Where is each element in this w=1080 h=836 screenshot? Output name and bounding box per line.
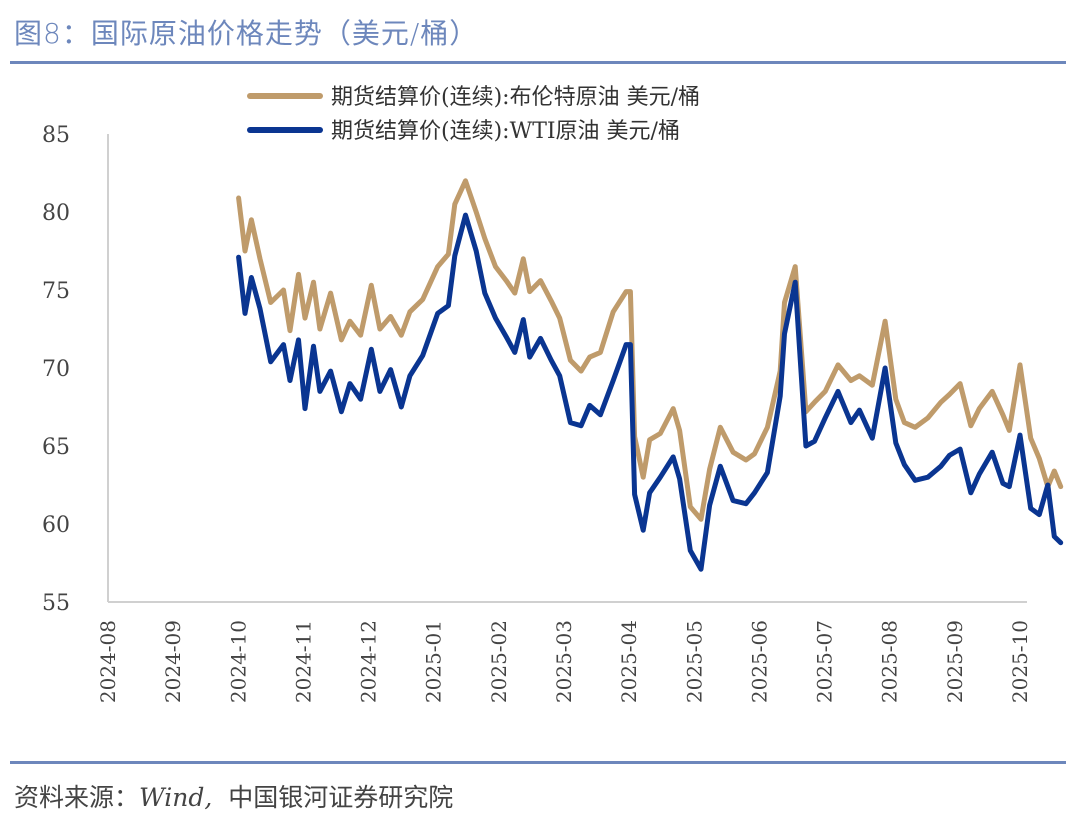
legend: 期货结算价(连续):布伦特原油 美元/桶 期货结算价(连续):WTI原油 美元/… <box>247 85 700 144</box>
footer-divider <box>10 761 1066 764</box>
y-tick-label: 65 <box>42 435 70 460</box>
x-tick-label: 2024-12 <box>357 620 381 703</box>
source-wind: Wind, <box>139 783 213 812</box>
y-axis-ticks: 55 60 65 70 75 80 85 <box>42 123 70 616</box>
legend-label-brent: 期货结算价(连续):布伦特原油 美元/桶 <box>331 85 700 110</box>
x-axis-ticks: 2024-08 2024-09 2024-10 2024-11 2024-12 2025-… <box>96 620 1032 703</box>
x-tick-label: 2025-03 <box>552 620 576 703</box>
y-tick-label: 75 <box>42 279 70 304</box>
x-tick-label: 2024-11 <box>291 620 315 703</box>
source-note: 资料来源：Wind, 中国银河证券研究院 <box>14 778 453 814</box>
axes <box>107 134 1027 603</box>
x-tick-label: 2025-04 <box>617 620 641 703</box>
source-prefix: 资料来源： <box>14 783 140 812</box>
x-tick-label: 2024-08 <box>96 620 120 703</box>
x-tick-label: 2024-09 <box>161 620 185 703</box>
legend-label-wti: 期货结算价(连续):WTI原油 美元/桶 <box>331 119 680 144</box>
x-tick-label: 2025-06 <box>747 620 771 703</box>
y-tick-label: 55 <box>42 591 70 616</box>
x-tick-label: 2025-07 <box>813 620 837 703</box>
y-tick-label: 85 <box>42 123 70 148</box>
y-tick-label: 80 <box>42 201 70 226</box>
chart-title: 图8：国际原油价格走势（美元/桶） <box>14 17 479 50</box>
series-lines <box>236 178 1064 572</box>
x-tick-label: 2025-09 <box>943 620 967 703</box>
chart-area: 期货结算价(连续):布伦特原油 美元/桶 期货结算价(连续):WTI原油 美元/… <box>42 85 1064 703</box>
x-tick-label: 2025-02 <box>487 620 511 703</box>
x-tick-label: 2025-01 <box>422 620 446 703</box>
series-line-wti <box>236 212 1064 572</box>
title-divider <box>10 61 1066 64</box>
x-tick-label: 2025-08 <box>878 620 902 703</box>
x-tick-label: 2025-05 <box>682 620 706 703</box>
source-institution: 中国银河证券研究院 <box>228 783 454 812</box>
y-tick-label: 60 <box>42 513 70 538</box>
x-tick-label: 2025-10 <box>1008 620 1032 703</box>
x-tick-label: 2024-10 <box>226 620 250 703</box>
y-tick-label: 70 <box>42 357 70 382</box>
